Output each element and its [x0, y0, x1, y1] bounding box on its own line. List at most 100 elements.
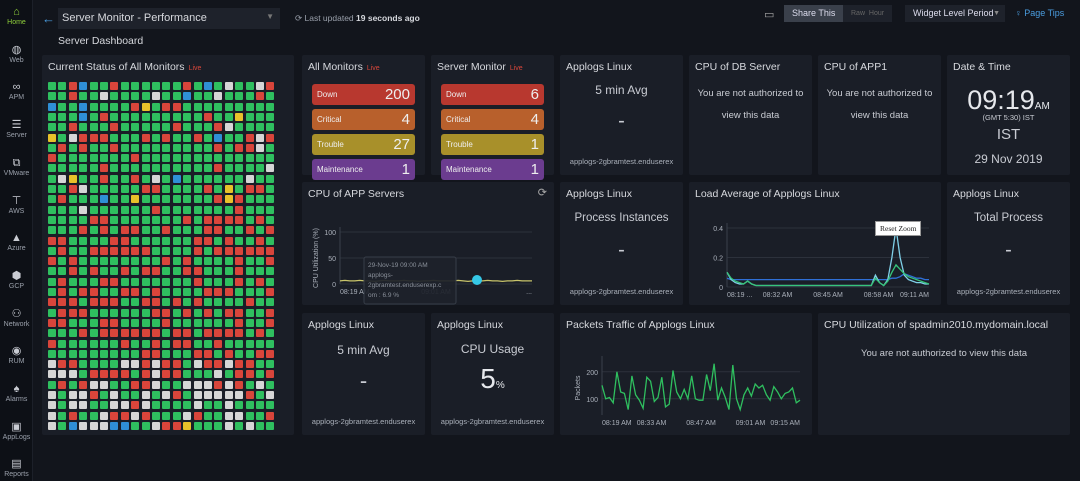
monitor-status-cell[interactable] [152, 318, 160, 327]
monitor-status-cell[interactable] [110, 380, 119, 389]
monitor-status-cell[interactable] [120, 195, 129, 204]
monitor-status-cell[interactable] [58, 174, 67, 183]
monitor-status-cell[interactable] [214, 82, 223, 90]
status-row-trouble[interactable]: Trouble 1 [441, 134, 544, 155]
monitor-status-cell[interactable] [224, 308, 233, 317]
monitor-status-cell[interactable] [141, 421, 150, 430]
monitor-status-cell[interactable] [183, 123, 192, 132]
monitor-status-cell[interactable] [58, 92, 67, 101]
monitor-status-cell[interactable] [183, 215, 192, 224]
monitor-status-cell[interactable] [235, 246, 244, 255]
monitor-status-cell[interactable] [183, 370, 192, 379]
monitor-status-cell[interactable] [120, 205, 129, 214]
monitor-status-cell[interactable] [131, 236, 140, 245]
monitor-status-cell[interactable] [204, 411, 212, 420]
monitor-status-cell[interactable] [245, 205, 254, 214]
monitor-status-cell[interactable] [141, 195, 150, 204]
monitor-status-cell[interactable] [152, 391, 160, 399]
monitor-status-cell[interactable] [68, 195, 77, 204]
monitor-status-cell[interactable] [235, 236, 244, 245]
monitor-status-cell[interactable] [204, 102, 212, 111]
monitor-status-cell[interactable] [193, 164, 202, 173]
period-select[interactable]: Widget Level Period ▼ [905, 5, 1005, 22]
monitor-status-cell[interactable] [193, 205, 202, 214]
monitor-status-cell[interactable] [224, 349, 233, 358]
monitor-status-cell[interactable] [89, 236, 98, 245]
monitor-status-cell[interactable] [131, 195, 140, 204]
monitor-status-cell[interactable] [110, 401, 119, 410]
monitor-status-cell[interactable] [131, 92, 140, 101]
monitor-status-cell[interactable] [214, 185, 223, 193]
monitor-status-cell[interactable] [68, 298, 77, 307]
monitor-status-cell[interactable] [68, 185, 77, 193]
monitor-status-cell[interactable] [110, 123, 119, 132]
monitor-status-cell[interactable] [100, 185, 108, 193]
hour-toggle[interactable]: Hour [868, 10, 885, 17]
monitor-status-cell[interactable] [68, 82, 77, 90]
monitor-status-cell[interactable] [266, 349, 275, 358]
monitor-status-cell[interactable] [183, 143, 192, 152]
monitor-status-cell[interactable] [131, 370, 140, 379]
monitor-status-cell[interactable] [58, 215, 67, 224]
monitor-status-cell[interactable] [214, 380, 223, 389]
monitor-status-cell[interactable] [120, 257, 129, 266]
monitor-status-cell[interactable] [266, 112, 275, 121]
monitor-status-cell[interactable] [89, 102, 98, 111]
monitor-status-cell[interactable] [256, 411, 264, 420]
monitor-status-cell[interactable] [58, 246, 67, 255]
monitor-status-cell[interactable] [152, 154, 160, 163]
monitor-status-cell[interactable] [266, 133, 275, 142]
monitor-status-cell[interactable] [235, 380, 244, 389]
monitor-status-cell[interactable] [193, 329, 202, 338]
monitor-status-cell[interactable] [152, 370, 160, 379]
monitor-status-cell[interactable] [100, 349, 108, 358]
monitor-status-cell[interactable] [162, 421, 171, 430]
monitor-status-cell[interactable] [89, 288, 98, 296]
monitor-status-cell[interactable] [235, 391, 244, 399]
raw-toggle[interactable]: Raw [851, 10, 866, 17]
monitor-status-cell[interactable] [245, 421, 254, 430]
monitor-status-cell[interactable] [48, 164, 56, 173]
monitor-status-cell[interactable] [214, 370, 223, 379]
monitor-status-cell[interactable] [183, 154, 192, 163]
monitor-status-cell[interactable] [89, 401, 98, 410]
monitor-status-cell[interactable] [58, 329, 67, 338]
monitor-status-cell[interactable] [172, 349, 181, 358]
monitor-status-cell[interactable] [100, 318, 108, 327]
monitor-status-cell[interactable] [193, 154, 202, 163]
monitor-status-cell[interactable] [68, 349, 77, 358]
monitor-status-cell[interactable] [48, 123, 56, 132]
monitor-status-cell[interactable] [224, 174, 233, 183]
monitor-status-cell[interactable] [141, 174, 150, 183]
monitor-status-cell[interactable] [120, 370, 129, 379]
monitor-status-cell[interactable] [131, 360, 140, 369]
monitor-status-cell[interactable] [120, 82, 129, 90]
monitor-status-cell[interactable] [89, 318, 98, 327]
monitor-status-cell[interactable] [172, 133, 181, 142]
monitor-status-cell[interactable] [214, 195, 223, 204]
monitor-status-cell[interactable] [131, 288, 140, 296]
monitor-status-cell[interactable] [120, 401, 129, 410]
monitor-status-cell[interactable] [79, 154, 88, 163]
monitor-status-cell[interactable] [131, 174, 140, 183]
monitor-status-cell[interactable] [204, 421, 212, 430]
monitor-status-cell[interactable] [193, 257, 202, 266]
monitor-status-cell[interactable] [68, 236, 77, 245]
monitor-status-cell[interactable] [204, 82, 212, 90]
monitor-status-cell[interactable] [152, 298, 160, 307]
monitor-status-cell[interactable] [152, 226, 160, 235]
monitor-status-cell[interactable] [172, 360, 181, 369]
monitor-status-cell[interactable] [204, 318, 212, 327]
monitor-status-cell[interactable] [183, 308, 192, 317]
monitor-status-cell[interactable] [256, 360, 264, 369]
monitor-status-cell[interactable] [68, 226, 77, 235]
packets-chart[interactable]: 100 200 08:19 AM 08:33 AM 08:47 AM 09:01 AM 09… [560, 333, 812, 435]
monitor-status-cell[interactable] [193, 308, 202, 317]
monitor-status-cell[interactable] [193, 318, 202, 327]
monitor-status-cell[interactable] [256, 123, 264, 132]
monitor-status-cell[interactable] [152, 82, 160, 90]
monitor-status-cell[interactable] [204, 174, 212, 183]
monitor-status-cell[interactable] [183, 349, 192, 358]
monitor-status-cell[interactable] [224, 411, 233, 420]
monitor-status-cell[interactable] [193, 298, 202, 307]
